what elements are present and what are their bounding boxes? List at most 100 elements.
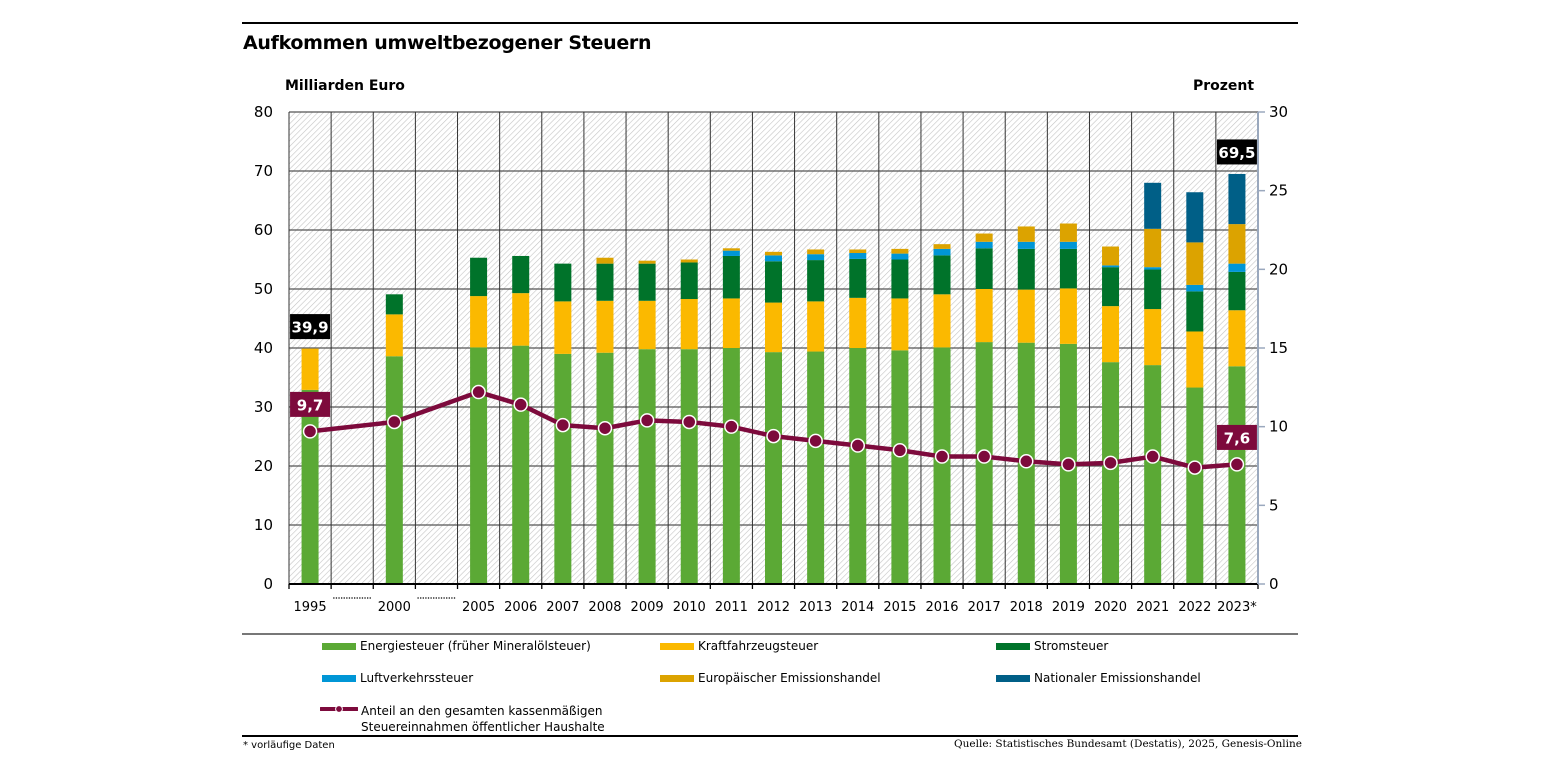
chart-plot: 0 5 10 15 20 25 30 0 10 20 30 40 50 60 70 80 1995 2000 200… bbox=[254, 103, 1288, 615]
legend-item-luftverkehrssteuer: Luftverkehrssteuer bbox=[322, 671, 473, 685]
bar-segment bbox=[470, 257, 488, 297]
x-axis-tick-label: 2006 bbox=[504, 600, 537, 615]
bar-segment bbox=[1186, 192, 1204, 243]
bar-segment bbox=[722, 248, 740, 251]
left-axis-tick-label: 60 bbox=[254, 221, 273, 239]
x-axis-tick-label: 2011 bbox=[715, 600, 748, 615]
bar-segment bbox=[891, 350, 909, 584]
line-point bbox=[1103, 455, 1118, 471]
bar-segment bbox=[1186, 331, 1204, 388]
line-point bbox=[934, 449, 950, 464]
bar-segment bbox=[1228, 366, 1246, 584]
legend-line-marker-icon bbox=[320, 705, 358, 713]
bar-segment bbox=[1144, 182, 1162, 229]
bar-segment bbox=[849, 249, 867, 254]
bar-segment bbox=[385, 356, 403, 584]
bar-segment bbox=[722, 255, 740, 299]
bar-segment bbox=[849, 348, 867, 584]
bar-total-label: 69,5 bbox=[1218, 144, 1255, 162]
bar-segment bbox=[891, 259, 909, 299]
x-axis-tick-label: 1995 bbox=[294, 600, 327, 615]
bar-total-label-box bbox=[1216, 139, 1257, 165]
x-axis-tick-label: 2014 bbox=[841, 600, 874, 615]
bar-total-label: 39,9 bbox=[292, 319, 329, 337]
bar-segment bbox=[1186, 284, 1204, 292]
bar-segment bbox=[1017, 248, 1035, 290]
legend-label-line2: Steuereinnahmen öffentlicher Haushalte bbox=[361, 720, 605, 734]
legend-swatch-luftverkehrssteuer bbox=[322, 675, 356, 682]
legend-item-stromsteuer: Stromsteuer bbox=[996, 639, 1108, 653]
x-axis-tick-label: 2022 bbox=[1178, 600, 1211, 615]
bar-segment bbox=[722, 298, 740, 348]
bar-segment bbox=[849, 297, 867, 348]
x-axis-tick-label: 2018 bbox=[1010, 600, 1043, 615]
bar-segment bbox=[554, 353, 572, 584]
legend-swatch-energiesteuer bbox=[322, 643, 356, 650]
line-point bbox=[681, 414, 697, 430]
x-axis-tick-label: 2008 bbox=[588, 600, 621, 615]
line-point bbox=[302, 424, 318, 439]
bar-segment bbox=[975, 241, 993, 249]
x-axis-tick-label: 2007 bbox=[546, 600, 579, 615]
bar-segment bbox=[1186, 291, 1204, 332]
left-axis-tick-label: 20 bbox=[254, 457, 273, 475]
bar-segment bbox=[512, 255, 530, 294]
bar-segment bbox=[596, 352, 614, 584]
bar-segment bbox=[722, 348, 740, 584]
bar-segment bbox=[596, 257, 614, 264]
source-note: Quelle: Statistisches Bundesamt (Destati… bbox=[954, 738, 1302, 750]
bar-segment bbox=[554, 263, 572, 302]
legend-item-nationaler-emissionshandel: Nationaler Emissionshandel bbox=[996, 671, 1201, 685]
legend-swatch-stromsteuer bbox=[996, 643, 1030, 650]
bar-segment bbox=[1228, 263, 1246, 272]
bar-segment bbox=[1144, 365, 1162, 584]
bar-segment bbox=[891, 298, 909, 351]
legend-item-kraftfahrzeugsteuer: Kraftfahrzeugsteuer bbox=[660, 639, 818, 653]
bar-segment bbox=[638, 300, 656, 350]
bar-segment bbox=[849, 253, 867, 259]
line-point bbox=[1187, 460, 1203, 475]
left-axis-tick-label: 80 bbox=[254, 103, 273, 121]
left-axis-tick-label: 10 bbox=[254, 516, 273, 534]
bar-segment bbox=[765, 251, 782, 256]
bar-segment bbox=[1059, 248, 1077, 289]
left-axis-tick-label: 40 bbox=[254, 339, 273, 357]
bar-segment bbox=[933, 255, 951, 295]
bar-segment bbox=[807, 301, 825, 352]
line-point bbox=[639, 413, 655, 428]
line-point bbox=[471, 384, 486, 400]
x-axis-tick-label: 2016 bbox=[925, 600, 958, 615]
legend-label: Energiesteuer (früher Mineralölsteuer) bbox=[360, 639, 591, 653]
left-axis-tick-label: 70 bbox=[254, 162, 273, 180]
left-axis-tick-label: 50 bbox=[254, 280, 273, 298]
bar-segment bbox=[891, 253, 909, 260]
bar-segment bbox=[807, 260, 825, 302]
right-axis-tick-label: 15 bbox=[1269, 339, 1288, 357]
bar-segment bbox=[301, 348, 319, 390]
legend-label: Stromsteuer bbox=[1034, 639, 1109, 653]
bar-segment bbox=[1102, 246, 1120, 266]
bar-segment bbox=[1059, 241, 1077, 249]
line-value-label-box bbox=[1216, 424, 1257, 450]
bar-segment bbox=[1186, 242, 1204, 285]
bar-segment bbox=[807, 254, 825, 261]
bar-segment bbox=[765, 255, 782, 262]
chart-title: Aufkommen umweltbezogener Steuern bbox=[243, 32, 652, 54]
right-axis-tick-label: 20 bbox=[1269, 260, 1288, 278]
x-axis-tick-label: 2005 bbox=[462, 600, 495, 615]
bar-segment bbox=[933, 248, 951, 256]
right-axis-title: Prozent bbox=[1193, 78, 1255, 94]
bar-segment bbox=[933, 244, 951, 249]
legend-item-eu-emissionshandel: Europäischer Emissionshandel bbox=[660, 671, 881, 685]
bar-segment bbox=[512, 345, 530, 584]
legend-label: Luftverkehrssteuer bbox=[360, 671, 474, 685]
bar-segment bbox=[596, 263, 614, 301]
line-point bbox=[976, 449, 992, 464]
legend-swatch-eu-emissionshandel bbox=[660, 675, 694, 682]
bar-segment bbox=[680, 299, 698, 350]
bar-segment bbox=[891, 248, 909, 254]
x-axis-tick-label: 2021 bbox=[1136, 600, 1169, 615]
bar-segment bbox=[1228, 271, 1246, 311]
bar-segment bbox=[807, 249, 825, 255]
footnote: * vorläufige Daten bbox=[243, 740, 335, 751]
